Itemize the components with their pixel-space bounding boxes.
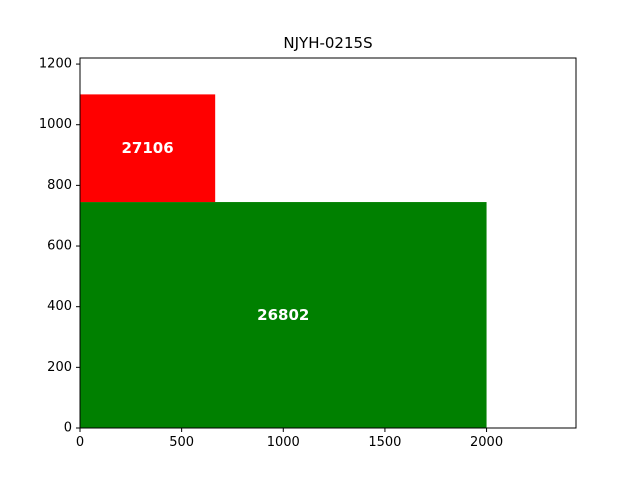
- y-tick-label: 200: [47, 360, 72, 375]
- rect-label-26802: 26802: [257, 306, 309, 324]
- rect-label-27106: 27106: [121, 139, 173, 157]
- chart-title: NJYH-0215S: [283, 34, 372, 52]
- x-tick-label: 2000: [470, 435, 503, 450]
- rectangle-labels-layer: 26802 27106: [121, 139, 309, 324]
- x-axis: 0 500 1000 1500 2000: [76, 428, 503, 450]
- y-tick-label: 0: [64, 421, 72, 436]
- y-axis: 0 200 400 600 800 1000 1200: [39, 57, 80, 436]
- y-tick-label: 1000: [39, 117, 72, 132]
- plot-frame: [79, 57, 577, 429]
- x-tick-label: 1500: [368, 435, 401, 450]
- x-tick-label: 0: [76, 435, 84, 450]
- x-tick-label: 1000: [267, 435, 300, 450]
- rect-26802: [80, 202, 487, 428]
- y-tick-label: 800: [47, 178, 72, 193]
- y-tick-label: 400: [47, 299, 72, 314]
- x-tick-label: 500: [169, 435, 194, 450]
- rect-27106: [80, 94, 216, 203]
- y-tick-label: 1200: [39, 57, 72, 72]
- y-tick-label: 600: [47, 239, 72, 254]
- rectangles-layer: [80, 94, 487, 428]
